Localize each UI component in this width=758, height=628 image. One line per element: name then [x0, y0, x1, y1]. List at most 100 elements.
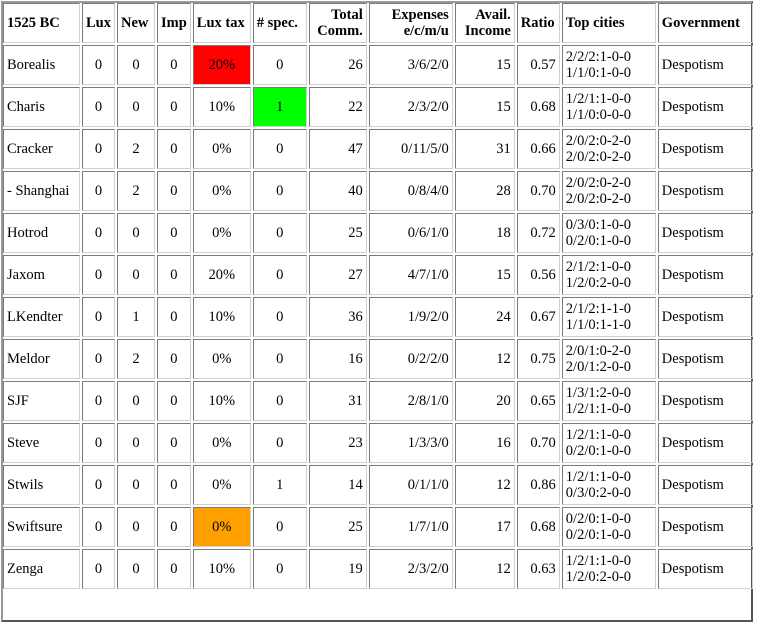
header-total-line2: Comm. [317, 23, 363, 39]
lux-cell: 0 [82, 255, 115, 295]
top-cities-cell: 2/0/2:0-2-0 2/0/2:0-2-0 [561, 129, 656, 169]
top-city-line: 0/3/0:2-0-0 [565, 485, 632, 501]
player-name: Cracker [3, 129, 80, 169]
top-city-line: 1/1/0:1-0-0 [565, 65, 632, 81]
header-ratio: Ratio [516, 3, 560, 43]
avail-income-cell: 24 [454, 297, 515, 337]
total-comm-cell: 22 [308, 87, 367, 127]
table-row: Cracker 0 2 0 0% 0 47 0/11/5/0 31 0.66 2/0/2:0-2-0… [3, 129, 753, 169]
new-cell: 2 [117, 171, 155, 211]
top-city-line: 1/2/1:1-0-0 [565, 469, 632, 485]
lux-cell: 0 [82, 45, 115, 85]
lux-tax-cell: 0% [192, 507, 251, 547]
new-cell: 0 [117, 549, 155, 589]
top-city-line: 1/3/1:2-0-0 [565, 385, 632, 401]
lux-cell: 0 [82, 507, 115, 547]
player-name: Borealis [3, 45, 80, 85]
expenses-cell: 4/7/1/0 [368, 255, 453, 295]
spec-cell: 0 [252, 549, 307, 589]
player-name: Stwils [3, 465, 80, 505]
lux-tax-cell: 0% [192, 129, 251, 169]
ratio-cell: 0.65 [516, 381, 560, 421]
total-comm-cell: 47 [308, 129, 367, 169]
government-cell: Despotism [657, 549, 753, 589]
lux-tax-cell: 0% [192, 465, 251, 505]
avail-income-cell: 15 [454, 255, 515, 295]
lux-cell: 0 [82, 549, 115, 589]
lux-tax-cell: 0% [192, 423, 251, 463]
lux-tax-cell: 10% [192, 87, 251, 127]
expenses-cell: 0/6/1/0 [368, 213, 453, 253]
header-expenses-line1: Expenses [391, 7, 449, 23]
ratio-cell: 0.70 [516, 171, 560, 211]
top-city-line: 1/2/0:2-0-0 [565, 275, 632, 291]
ratio-cell: 0.68 [516, 507, 560, 547]
imp-cell: 0 [157, 129, 191, 169]
lux-cell: 0 [82, 423, 115, 463]
ratio-cell: 0.68 [516, 87, 560, 127]
imp-cell: 0 [157, 171, 191, 211]
lux-tax-cell: 0% [192, 213, 251, 253]
new-cell: 0 [117, 423, 155, 463]
spec-cell: 1 [252, 87, 307, 127]
lux-tax-cell: 10% [192, 297, 251, 337]
header-expenses: Expenses e/c/m/u [368, 3, 453, 43]
new-cell: 0 [117, 381, 155, 421]
ratio-cell: 0.63 [516, 549, 560, 589]
imp-cell: 0 [157, 339, 191, 379]
imp-cell: 0 [157, 381, 191, 421]
imp-cell: 0 [157, 507, 191, 547]
lux-tax-cell: 10% [192, 549, 251, 589]
ratio-cell: 0.56 [516, 255, 560, 295]
avail-income-cell: 31 [454, 129, 515, 169]
ratio-cell: 0.75 [516, 339, 560, 379]
top-city-line: 2/1/2:1-1-0 [565, 301, 632, 317]
ratio-cell: 0.86 [516, 465, 560, 505]
government-cell: Despotism [657, 87, 753, 127]
government-cell: Despotism [657, 297, 753, 337]
top-city-line: 0/2/0:1-0-0 [565, 511, 632, 527]
player-name: SJF [3, 381, 80, 421]
header-total-comm: Total Comm. [308, 3, 367, 43]
total-comm-cell: 19 [308, 549, 367, 589]
top-cities-cell: 1/3/1:2-0-0 1/2/1:1-0-0 [561, 381, 656, 421]
table-header: 1525 BC Lux New Imp Lux tax # spec. Tota… [3, 3, 753, 43]
new-cell: 2 [117, 129, 155, 169]
header-expenses-line2: e/c/m/u [403, 23, 449, 39]
avail-income-cell: 15 [454, 45, 515, 85]
new-cell: 0 [117, 213, 155, 253]
lux-cell: 0 [82, 171, 115, 211]
spec-cell: 0 [252, 171, 307, 211]
lux-cell: 0 [82, 213, 115, 253]
table-row: Zenga 0 0 0 10% 0 19 2/3/2/0 12 0.63 1/2/1:1-0-0 1/… [3, 549, 753, 589]
expenses-cell: 1/9/2/0 [368, 297, 453, 337]
top-cities-cell: 2/2/2:1-0-0 1/1/0:1-0-0 [561, 45, 656, 85]
lux-tax-cell: 0% [192, 171, 251, 211]
top-cities-cell: 2/0/1:0-2-0 2/0/1:2-0-0 [561, 339, 656, 379]
spec-cell: 1 [252, 465, 307, 505]
top-city-line: 0/3/0:1-0-0 [565, 217, 632, 233]
top-city-line: 2/0/1:0-2-0 [565, 343, 632, 359]
player-name: - Shanghai [3, 171, 80, 211]
government-cell: Despotism [657, 255, 753, 295]
top-city-line: 0/2/0:1-0-0 [565, 527, 632, 543]
table-row: Meldor 0 2 0 0% 0 16 0/2/2/0 12 0.75 2/0/1:0-2-0 2/… [3, 339, 753, 379]
ratio-cell: 0.70 [516, 423, 560, 463]
government-cell: Despotism [657, 171, 753, 211]
top-city-line: 2/2/2:1-0-0 [565, 49, 632, 65]
civ-stats-table: 1525 BC Lux New Imp Lux tax # spec. Tota… [1, 1, 755, 591]
imp-cell: 0 [157, 297, 191, 337]
expenses-cell: 2/8/1/0 [368, 381, 453, 421]
header-new: New [117, 3, 155, 43]
ratio-cell: 0.67 [516, 297, 560, 337]
top-cities-cell: 0/3/0:1-0-0 0/2/0:1-0-0 [561, 213, 656, 253]
expenses-cell: 0/8/4/0 [368, 171, 453, 211]
new-cell: 2 [117, 339, 155, 379]
top-city-line: 1/2/1:1-0-0 [565, 91, 632, 107]
top-city-line: 0/2/0:1-0-0 [565, 233, 632, 249]
table-row: Charis 0 0 0 10% 1 22 2/3/2/0 15 0.68 1/2/1:1-0-0 1… [3, 87, 753, 127]
expenses-cell: 0/2/2/0 [368, 339, 453, 379]
table-row: SJF 0 0 0 10% 0 31 2/8/1/0 20 0.65 1/3/1:2-0-0 1/2/… [3, 381, 753, 421]
avail-income-cell: 17 [454, 507, 515, 547]
